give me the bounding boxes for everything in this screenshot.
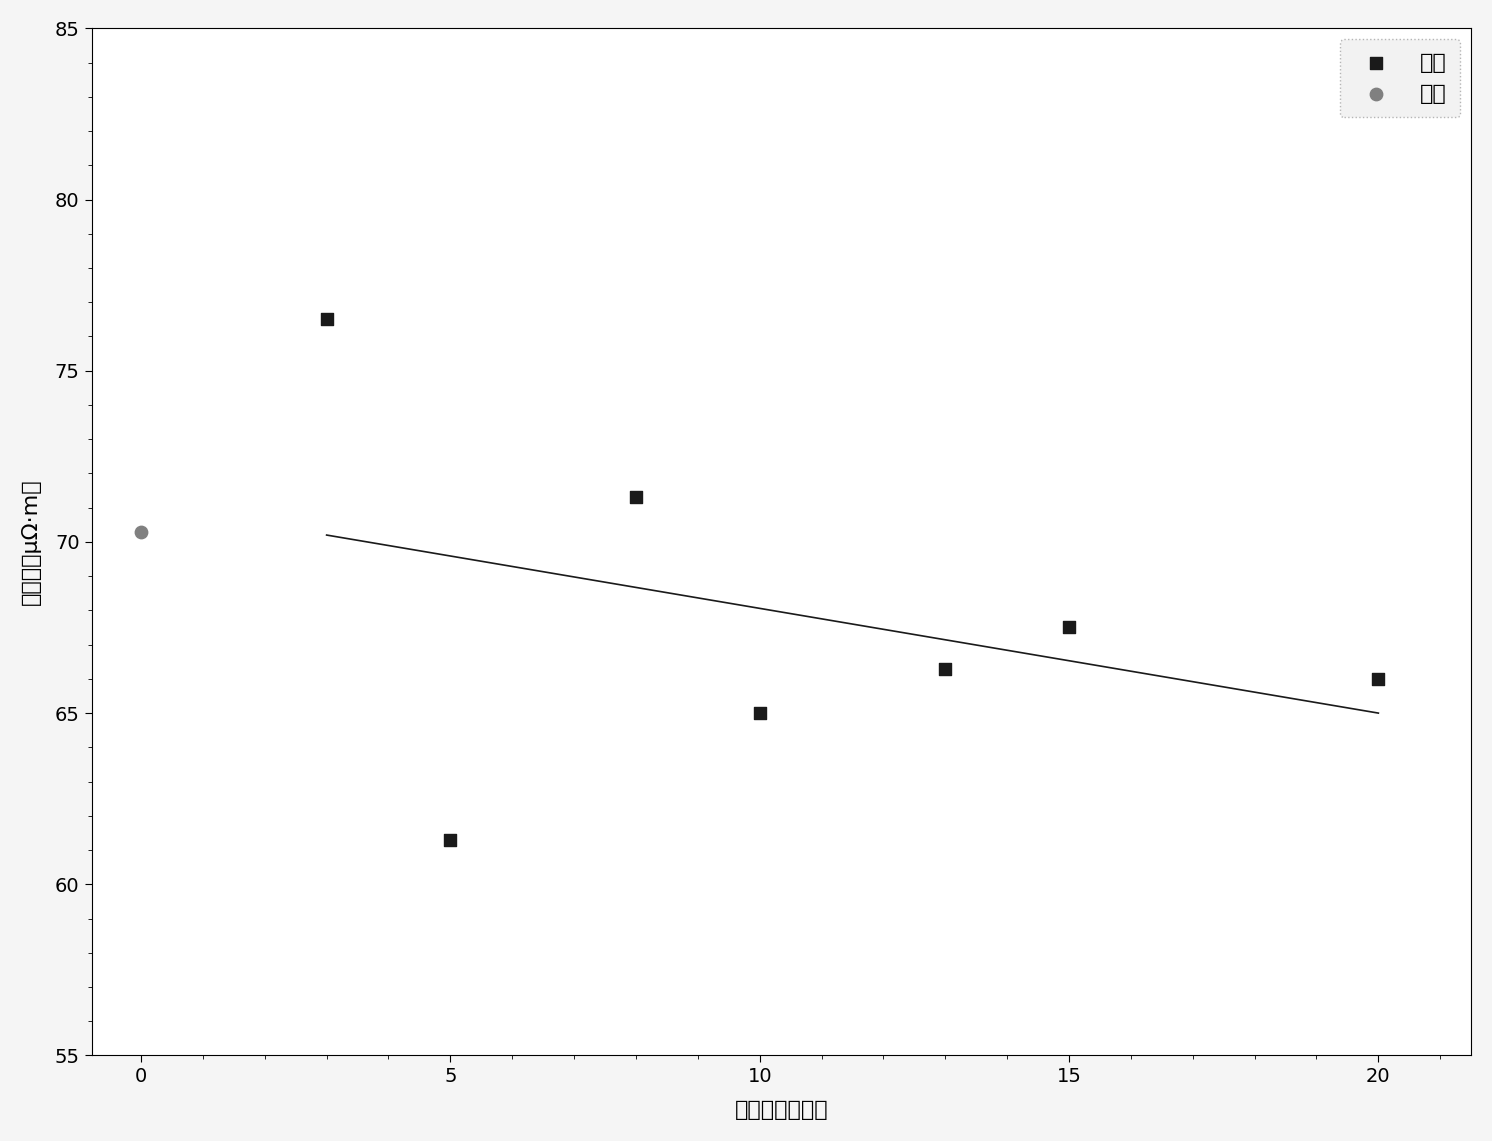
改进 [315, 310, 339, 329]
Y-axis label: 电阵率（μΩ·m）: 电阵率（μΩ·m） [21, 478, 40, 605]
改进 [439, 831, 463, 849]
改进 [747, 704, 771, 722]
Legend: 改进, 传统: 改进, 传统 [1340, 40, 1461, 118]
改进 [934, 659, 958, 678]
改进 [1058, 618, 1082, 637]
传统 [130, 523, 154, 541]
X-axis label: 粉料含量（％）: 粉料含量（％） [734, 1100, 828, 1120]
改进 [624, 488, 648, 507]
改进 [1367, 670, 1391, 688]
